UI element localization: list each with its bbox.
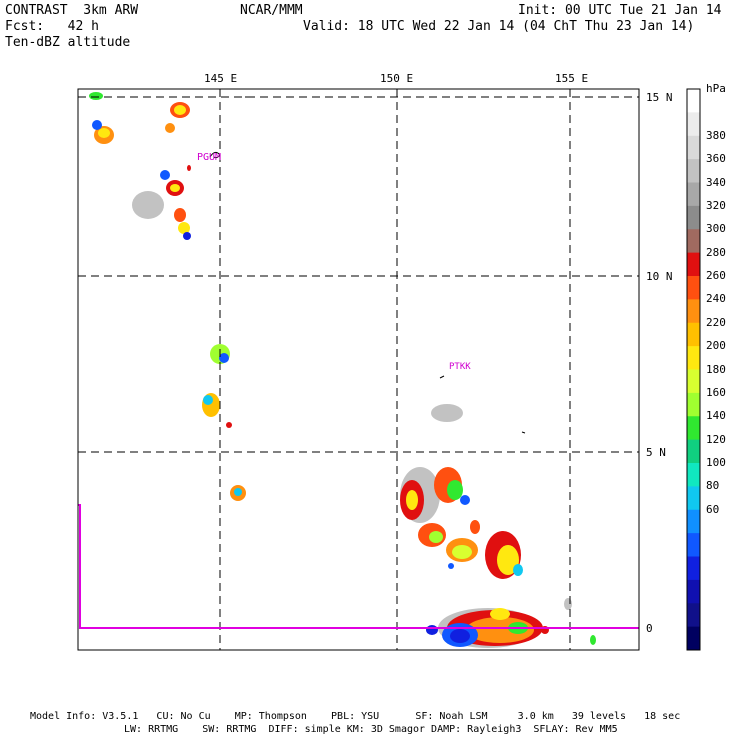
- colorbar-tick-label: 260: [706, 269, 726, 282]
- map-frame: [77, 88, 640, 651]
- lon-label-155: 155 E: [555, 72, 589, 85]
- colorbar-tick-label: 220: [706, 315, 726, 329]
- lat-label-5n: 5 N: [646, 446, 666, 459]
- colorbar-tick-label: 380: [706, 128, 726, 142]
- header-forecast-hour: Fcst: 42 h: [5, 19, 99, 34]
- header-institution: NCAR/MMM: [240, 3, 303, 18]
- colorbar-swatch: [687, 252, 700, 277]
- colorbar-swatch: [687, 579, 700, 604]
- header-valid-time: Valid: 18 UTC Wed 22 Jan 14 (04 ChT Thu …: [303, 19, 695, 34]
- colorbar-tick-label: 100: [706, 456, 726, 469]
- colorbar-tick-label: 180: [706, 362, 726, 376]
- colorbar-swatch: [687, 416, 700, 441]
- colorbar-swatch: [687, 556, 700, 581]
- colorbar-tick-label: 80: [706, 479, 720, 493]
- colorbar-swatch: [687, 112, 700, 137]
- colorbar-swatch: [687, 486, 700, 511]
- station-label-ptkk: PTKK: [449, 362, 471, 372]
- colorbar-tick-label: 360: [706, 152, 726, 166]
- lat-label-10n: 10 N: [646, 270, 673, 283]
- colorbar-tick-label: 200: [706, 339, 726, 353]
- colorbar-swatch: [687, 533, 700, 557]
- colorbar-swatch: [687, 159, 700, 183]
- colorbar-swatch: [687, 276, 700, 300]
- station-label-pgum: PGUM: [197, 152, 222, 163]
- colorbar-tick-label: 160: [706, 385, 726, 399]
- colorbar-tick-label: 340: [706, 175, 726, 189]
- lon-label-145: 145 E: [204, 72, 238, 85]
- header-model-name: CONTRAST 3km ARW: [5, 3, 139, 18]
- colorbar-swatch: [687, 182, 700, 207]
- colorbar-tick-label: 120: [706, 432, 726, 446]
- colorbar: [686, 88, 701, 651]
- boundary-line: [78, 504, 639, 629]
- footer-model-info: Model Info: V3.5.1 CU: No Cu MP: Thompso…: [30, 711, 681, 722]
- lat-label-0: 0: [646, 622, 653, 635]
- lat-label-15n: 15 N: [646, 91, 673, 104]
- colorbar-swatch: [687, 89, 700, 113]
- header-field-name: Ten-dBZ altitude: [5, 35, 131, 50]
- colorbar-swatch: [687, 463, 700, 487]
- colorbar-swatch: [687, 299, 700, 324]
- colorbar-tick-label: 320: [706, 198, 726, 212]
- colorbar-swatch: [687, 322, 700, 347]
- graticule: [78, 89, 639, 650]
- colorbar-swatch: [687, 369, 700, 394]
- colorbar-swatch: [687, 439, 700, 464]
- colorbar-tick-label: 240: [706, 292, 726, 306]
- colorbar-tick-label: 60: [706, 502, 720, 516]
- lon-label-150: 150 E: [380, 72, 414, 85]
- colorbar-tick-label: 280: [706, 245, 726, 259]
- colorbar-swatch: [687, 135, 700, 160]
- colorbar-swatch: [687, 626, 700, 651]
- colorbar-unit: hPa: [706, 82, 726, 95]
- colorbar-frame: [686, 88, 701, 651]
- colorbar-swatch: [687, 392, 700, 417]
- colorbar-swatch: [687, 603, 700, 628]
- colorbar-swatch: [687, 509, 700, 534]
- echo-cells: [89, 92, 596, 648]
- footer-physics-info: LW: RRTMG SW: RRTMG DIFF: simple KM: 3D …: [124, 724, 618, 735]
- colorbar-tick-label: 300: [706, 222, 726, 236]
- station-marks: [209, 96, 526, 434]
- colorbar-tick-label: 140: [706, 409, 726, 423]
- header-init-time: Init: 00 UTC Tue 21 Jan 14: [518, 3, 722, 18]
- colorbar-swatch: [687, 346, 700, 370]
- colorbar-swatch: [687, 229, 700, 254]
- colorbar-swatch: [687, 205, 700, 230]
